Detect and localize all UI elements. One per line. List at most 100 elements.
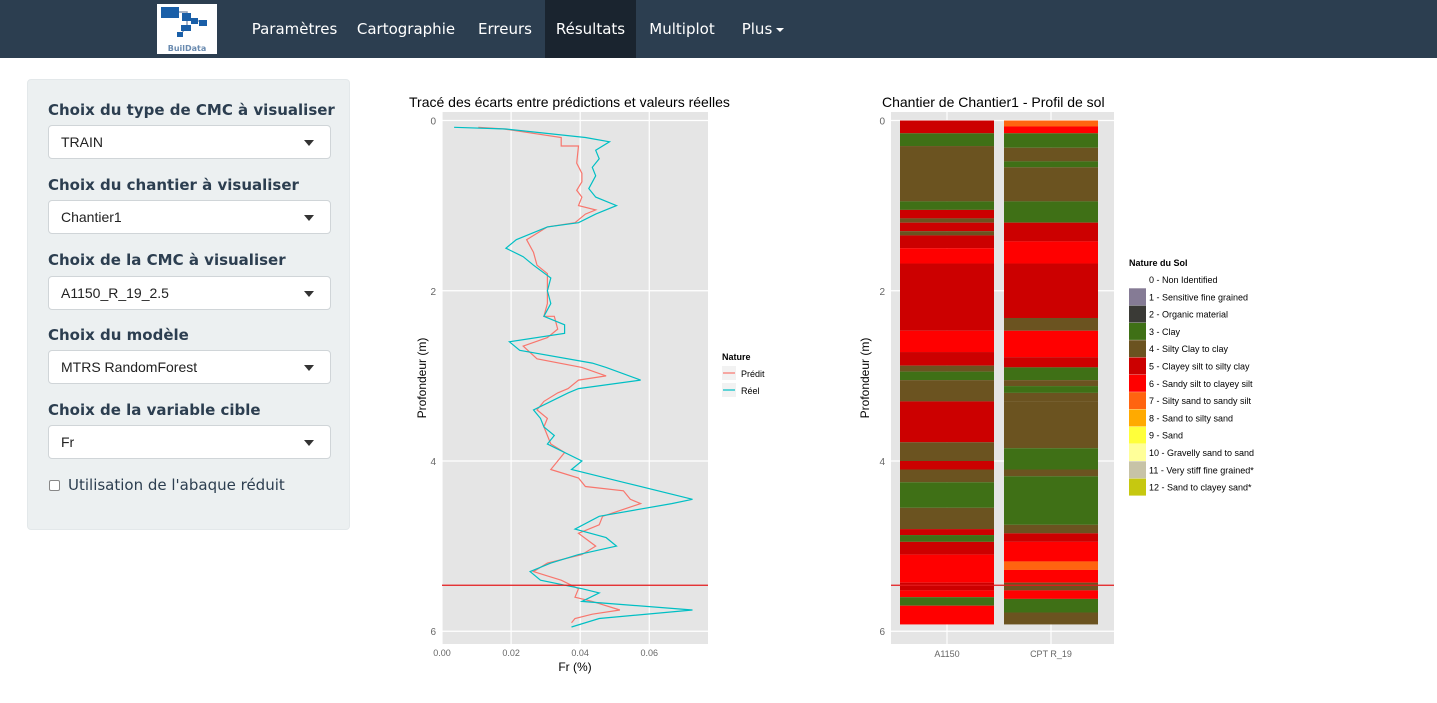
y-tick-label: 6 (430, 627, 436, 638)
nav-parametres[interactable]: Paramètres (243, 0, 346, 58)
y-axis-label: Profondeur (m) (415, 338, 429, 419)
plot-panel (442, 112, 708, 644)
legend-label: 9 - Sand (1149, 431, 1183, 441)
soil-layer-bar (1004, 561, 1098, 570)
soil-layer-bar (900, 365, 994, 372)
legend-swatch (1129, 392, 1146, 410)
legend-label: 6 - Sandy silt to clayey silt (1149, 379, 1253, 389)
legend-swatch (1129, 444, 1146, 461)
dropdown-arrow-icon (304, 140, 314, 146)
soil-layer-bar (1004, 524, 1098, 534)
nav-label: Erreurs (478, 20, 532, 38)
dropdown-arrow-icon (304, 440, 314, 446)
legend-title: Nature du Sol (1129, 258, 1188, 268)
chart-title: Tracé des écarts entre prédictions et va… (409, 94, 730, 110)
cmc-label: Choix de la CMC à visualiser (48, 251, 286, 269)
variable-cible-label: Choix de la variable cible (48, 401, 261, 419)
builddata-logo[interactable]: BuilData (157, 4, 217, 54)
soil-layer-bar (900, 582, 994, 591)
soil-layer-bar (900, 380, 994, 402)
soil-layer-bar (900, 235, 994, 249)
y-tick-label: 0 (879, 117, 885, 128)
modele-select[interactable]: MTRS RandomForest (48, 350, 331, 384)
nav-label: Résultats (555, 20, 626, 38)
legend-swatch (1129, 478, 1146, 496)
soil-layer-bar (900, 590, 994, 598)
x-tick-label: 0.06 (641, 648, 659, 658)
dropdown-arrow-icon (304, 365, 314, 371)
chantier-label: Choix du chantier à visualiser (48, 176, 299, 194)
dropdown-arrow-icon (304, 215, 314, 221)
legend-label: 4 - Silty Clay to clay (1149, 344, 1229, 354)
nav-cartographie[interactable]: Cartographie (348, 0, 464, 58)
soil-layer-bar (1004, 147, 1098, 162)
legend-label: 3 - Clay (1149, 327, 1181, 337)
soil-layer-bar (900, 469, 994, 483)
soil-layer-bar (900, 263, 994, 331)
select-value: TRAIN (61, 134, 103, 150)
soil-layer-bar (900, 442, 994, 461)
soil-layer-bar (900, 201, 994, 210)
soil-layer-bar (900, 330, 994, 353)
soil-profile-chart: Chantier de Chantier1 - Profil de sol 0 2 4… (858, 94, 1254, 659)
soil-layer-bar (900, 597, 994, 606)
soil-layer-bar (1004, 541, 1098, 562)
soil-layer-bar (1004, 590, 1098, 599)
nav-multiplot[interactable]: Multiplot (637, 0, 727, 58)
soil-layer-bar (1004, 161, 1098, 168)
y-tick-label: 6 (879, 627, 885, 638)
soil-layer-bar (1004, 476, 1098, 525)
soil-layer-bar (1004, 330, 1098, 358)
dropdown-arrow-icon (304, 291, 314, 297)
cmc-type-select[interactable]: TRAIN (48, 125, 331, 159)
soil-layer-bar (900, 541, 994, 555)
soil-layer-bar (1004, 201, 1098, 223)
soil-layer-bar (900, 120, 994, 134)
soil-layer-bar (1004, 401, 1098, 449)
soil-layer-bar (900, 401, 994, 443)
soil-layer-bar (1004, 133, 1098, 148)
select-value: A1150_R_19_2.5 (61, 285, 169, 301)
soil-layer-bar (1004, 357, 1098, 368)
soil-layer-bar (1004, 380, 1098, 387)
soil-layer-bar (900, 146, 994, 202)
nav-erreurs[interactable]: Erreurs (466, 0, 544, 58)
legend-label: 5 - Clayey silt to silty clay (1149, 362, 1250, 372)
chantier-select[interactable]: Chantier1 (48, 200, 331, 234)
soil-layer-bar (900, 352, 994, 366)
soil-layer-bar (900, 133, 994, 147)
legend-label: 0 - Non Identified (1149, 275, 1218, 285)
abaque-reduit-label[interactable]: Utilisation de l'abaque réduit (68, 476, 285, 494)
nav-label: Cartographie (356, 20, 456, 38)
nav-label: Multiplot (649, 20, 715, 38)
soil-layer-bar (1004, 469, 1098, 477)
caret-down-icon (776, 27, 785, 32)
abaque-reduit-checkbox[interactable] (49, 480, 60, 491)
soil-layer-bar (900, 209, 994, 219)
legend-swatch (1129, 374, 1146, 392)
soil-layer-bar (1004, 448, 1098, 470)
legend-swatch (1129, 305, 1146, 323)
legend-swatch (1129, 322, 1146, 340)
legend-swatch (1129, 357, 1146, 375)
x-tick-label: 0.02 (502, 648, 520, 658)
y-tick-label: 2 (879, 287, 885, 298)
nav-plus-dropdown[interactable]: Plus (729, 0, 797, 58)
cmc-select[interactable]: A1150_R_19_2.5 (48, 276, 331, 310)
legend-label: 8 - Sand to silty sand (1149, 413, 1233, 423)
logo-text: BuilData (167, 44, 207, 53)
soil-layer-bar (1004, 126, 1098, 134)
soil-layer-bar (1004, 367, 1098, 381)
soil-layer-bar (900, 605, 994, 625)
legend-label: 2 - Organic material (1149, 310, 1228, 320)
variable-cible-select[interactable]: Fr (48, 425, 331, 459)
nav-resultats[interactable]: Résultats (545, 0, 636, 58)
y-tick-label: 0 (430, 117, 436, 128)
legend-title: Nature (722, 352, 751, 362)
modele-label: Choix du modèle (48, 326, 189, 344)
select-value: MTRS RandomForest (61, 359, 198, 375)
x-tick-label: 0.04 (571, 648, 589, 658)
legend-swatch (1129, 288, 1146, 306)
soil-layer-bar (900, 507, 994, 530)
legend-label: Réel (741, 386, 760, 396)
